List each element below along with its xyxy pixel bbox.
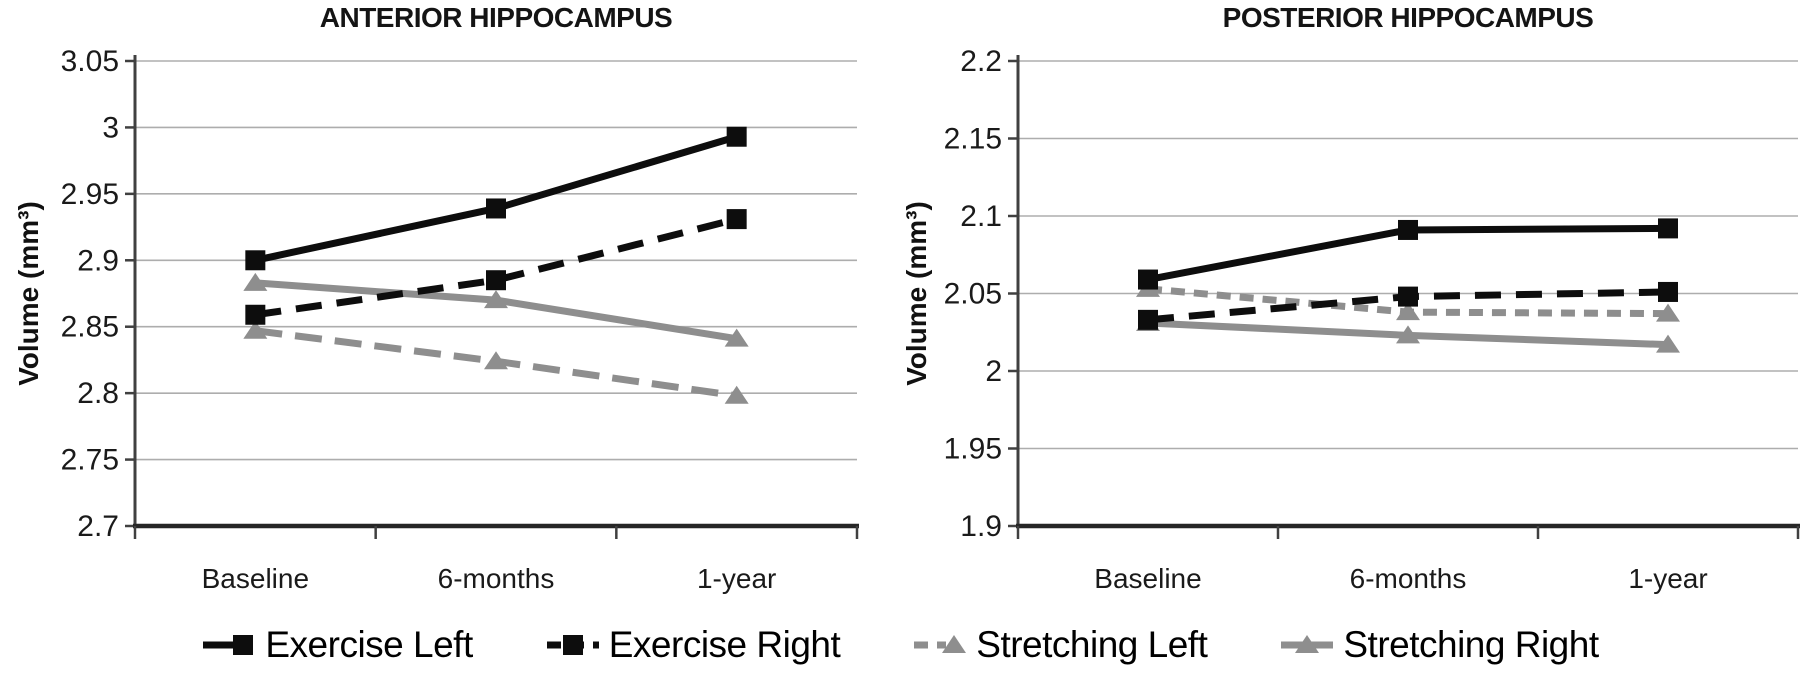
legend-stretching-right-swatch-icon xyxy=(1281,635,1334,653)
series-marker-exercise-right xyxy=(1398,286,1418,307)
legend-label: Stretching Right xyxy=(1343,624,1599,665)
x-tick-label: 1-year xyxy=(697,563,776,594)
legend-marker xyxy=(942,635,967,653)
anterior-chart-svg: 3.05 3 2.95 2.9 2.85 2.8 2.75 2.7 Baseline 6-mont… xyxy=(13,45,859,594)
x-tick-label: 6-months xyxy=(438,563,555,594)
legend-label: Exercise Left xyxy=(265,624,473,665)
legend-item-exercise-left: Exercise Left xyxy=(201,624,473,666)
y-tick-label: 2.85 xyxy=(61,311,119,344)
legend-exercise-right-swatch-icon xyxy=(546,635,599,655)
series-marker-stretching-right xyxy=(1656,334,1680,353)
y-axis-title: Volume (mm³) xyxy=(13,201,44,386)
x-tick-label: Baseline xyxy=(202,563,309,594)
series-marker-exercise-left xyxy=(1658,218,1678,239)
y-tick-label: 1.95 xyxy=(944,433,1002,466)
series-marker-stretching-left xyxy=(243,320,268,339)
series-marker-stretching-left xyxy=(1656,303,1680,322)
y-tick-label: 2.95 xyxy=(61,178,119,211)
legend-item-exercise-right: Exercise Right xyxy=(545,624,841,666)
y-tick-label: 2.1 xyxy=(960,200,1002,233)
y-tick-label: 2.05 xyxy=(944,278,1002,311)
y-tick-label: 3 xyxy=(102,111,119,144)
series-marker-exercise-right xyxy=(726,209,747,230)
series-marker-exercise-right xyxy=(1658,281,1678,302)
posterior-chart-title: POSTERIOR HIPPOCAMPUS xyxy=(1222,2,1594,33)
legend-marker xyxy=(1295,635,1320,653)
series-marker-exercise-left xyxy=(486,198,506,219)
y-tick-label: 2.75 xyxy=(61,444,119,477)
y-tick-label: 2.9 xyxy=(77,244,119,277)
x-tick-label: Baseline xyxy=(1094,563,1201,594)
series-marker-exercise-left xyxy=(245,250,266,271)
y-tick-label: 2.15 xyxy=(944,123,1002,156)
series-marker-exercise-right xyxy=(1138,309,1158,330)
x-tick-label: 6-months xyxy=(1350,563,1467,594)
y-tick-label: 2 xyxy=(985,355,1002,388)
series-marker-stretching-right xyxy=(243,272,268,291)
anterior-chart-panel: 3.05 3 2.95 2.9 2.85 2.8 2.75 2.7 Baseline 6-mont… xyxy=(0,0,900,612)
series-marker-stretching-left xyxy=(724,385,749,404)
posterior-chart-svg: 2.2 2.15 2.1 2.05 2 1.95 1.9 Baseline 6-months 1-… xyxy=(901,45,1800,594)
series-marker-stretching-right xyxy=(484,290,508,309)
series-marker-exercise-right xyxy=(245,304,266,325)
series-marker-stretching-right xyxy=(1396,325,1420,344)
series-marker-exercise-left xyxy=(1398,219,1418,240)
x-tick-label: 1-year xyxy=(1628,563,1707,594)
series-marker-exercise-left xyxy=(1138,269,1158,290)
y-axis-title: Volume (mm³) xyxy=(901,201,932,386)
y-tick-label: 2.8 xyxy=(77,377,119,410)
legend-item-stretching-left: Stretching Left xyxy=(912,624,1208,666)
legend-label: Exercise Right xyxy=(608,624,841,665)
shared-legend: Exercise Left Exercise Right Stretching Le… xyxy=(0,612,1800,678)
legend-marker xyxy=(233,635,254,655)
anterior-chart-title: ANTERIOR HIPPOCAMPUS xyxy=(319,2,673,33)
y-tick-label: 3.05 xyxy=(61,45,119,78)
legend-marker xyxy=(562,635,583,655)
legend-exercise-left-swatch-icon xyxy=(203,635,254,655)
y-tick-label: 2.7 xyxy=(77,510,119,543)
legend-item-stretching-right: Stretching Right xyxy=(1279,624,1599,666)
series-marker-stretching-left xyxy=(1396,302,1420,321)
series-marker-stretching-left xyxy=(484,351,508,370)
posterior-chart-panel: 2.2 2.15 2.1 2.05 2 1.95 1.9 Baseline 6-months 1-… xyxy=(900,0,1800,612)
legend-label: Stretching Left xyxy=(976,624,1208,665)
legend-stretching-left-swatch-icon xyxy=(914,635,967,653)
series-marker-exercise-left xyxy=(726,126,747,147)
y-tick-label: 1.9 xyxy=(960,510,1002,543)
y-tick-label: 2.2 xyxy=(960,45,1002,78)
series-marker-stretching-right xyxy=(724,328,749,347)
series-marker-exercise-right xyxy=(486,270,506,291)
